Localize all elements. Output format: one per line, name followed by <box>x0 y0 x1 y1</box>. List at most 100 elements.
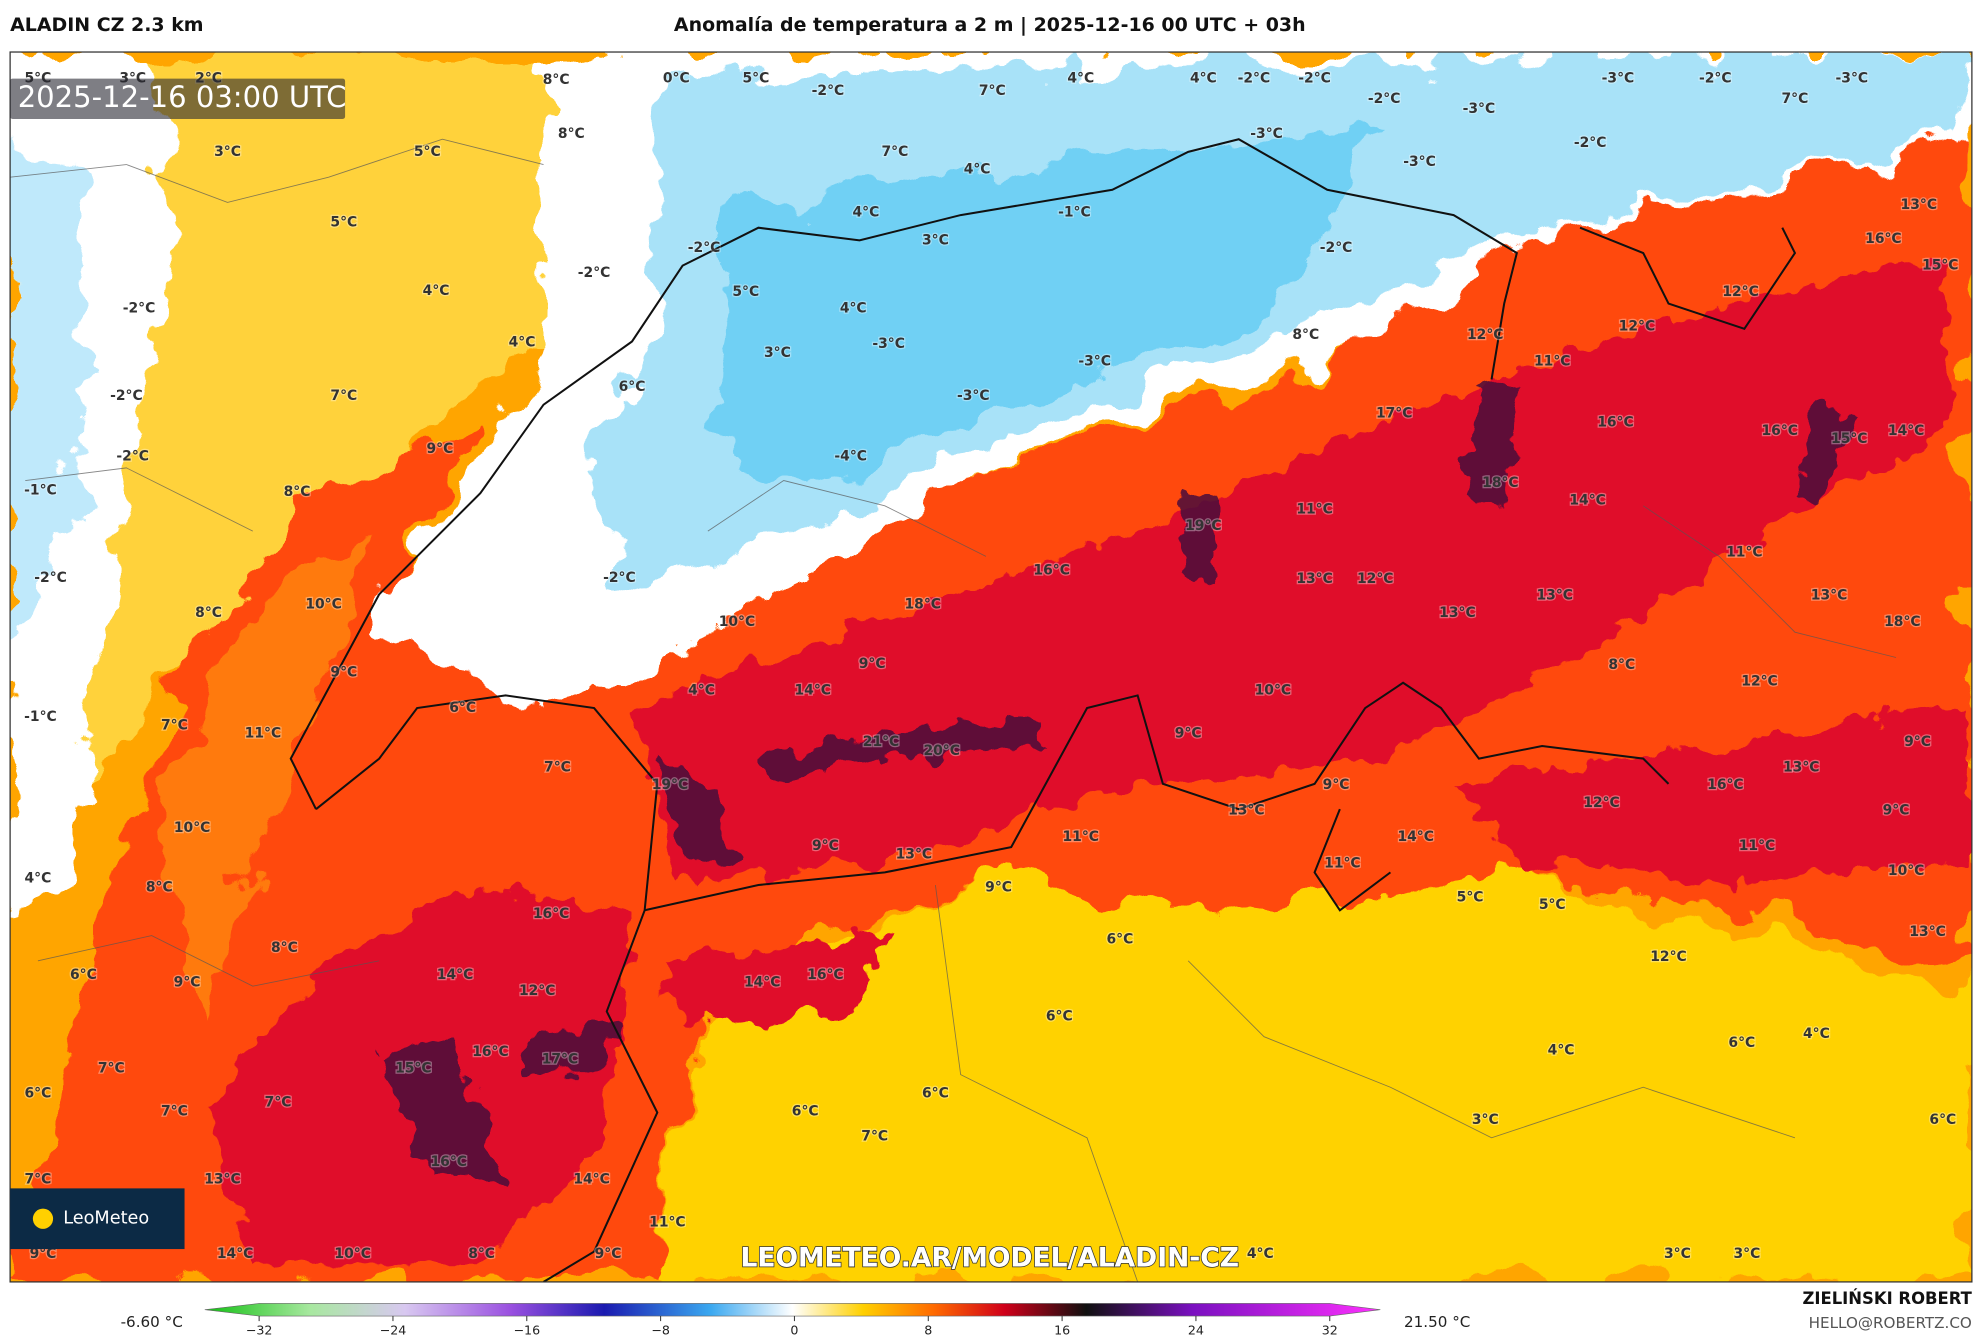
temperature-label: 5°C <box>732 284 759 300</box>
temperature-label: 13°C <box>1228 802 1264 818</box>
temperature-label: 11°C <box>649 1215 685 1231</box>
colorbar-tick-label: −8 <box>651 1323 670 1338</box>
temperature-label: 9°C <box>812 838 839 854</box>
temperature-label: 8°C <box>1292 327 1319 343</box>
temperature-label: -2°C <box>1699 71 1732 87</box>
temperature-label: 13°C <box>1439 605 1475 621</box>
logo-sun <box>32 1208 54 1229</box>
temperature-label: 16°C <box>430 1154 466 1170</box>
temperature-label: 0°C <box>663 71 690 87</box>
temperature-label: 18°C <box>1482 475 1518 491</box>
temperature-label: 12°C <box>1650 949 1686 965</box>
temperature-label: 13°C <box>1811 588 1847 604</box>
temperature-label: 13°C <box>1901 197 1937 213</box>
temperature-label: 5°C <box>1457 890 1484 906</box>
temperature-label: -2°C <box>34 570 67 586</box>
temperature-label: 14°C <box>795 682 831 698</box>
temperature-label: 9°C <box>426 441 453 457</box>
temperature-label: 6°C <box>1929 1112 1956 1128</box>
temperature-label: 6°C <box>70 967 97 983</box>
temperature-label: 7°C <box>861 1129 888 1145</box>
temperature-label: 4°C <box>25 871 52 887</box>
temperature-label: 14°C <box>573 1172 609 1188</box>
temperature-label: 6°C <box>792 1103 819 1119</box>
logo: LeoMeteo <box>63 1209 149 1229</box>
colorbar-max: 21.50 °C <box>1404 1313 1470 1331</box>
temperature-label: 9°C <box>595 1246 622 1262</box>
temperature-label: 9°C <box>1904 734 1931 750</box>
temperature-label: -2°C <box>116 449 149 465</box>
temperature-label: 10°C <box>174 820 210 836</box>
temperature-label: 3°C <box>764 345 791 361</box>
temperature-label: 6°C <box>449 700 476 716</box>
temperature-label: 10°C <box>1888 863 1924 879</box>
temperature-label: -2°C <box>123 301 156 317</box>
temperature-label: 12°C <box>1741 674 1777 690</box>
temperature-label: 5°C <box>414 144 441 160</box>
temperature-label: 4°C <box>1190 71 1217 87</box>
temperature-label: 16°C <box>533 906 569 922</box>
temperature-label: 6°C <box>25 1086 52 1102</box>
temperature-label: 19°C <box>652 777 688 793</box>
colorbar <box>204 1303 1381 1317</box>
temperature-label: 14°C <box>744 974 780 990</box>
temperature-label: 20°C <box>923 743 959 759</box>
temperature-label: 16°C <box>1597 414 1633 430</box>
temperature-label: 18°C <box>1884 614 1920 630</box>
temperature-label: 6°C <box>619 379 646 395</box>
temperature-label: 9°C <box>174 974 201 990</box>
temperature-label: 17°C <box>1376 406 1412 422</box>
temperature-label: -2°C <box>1320 240 1353 256</box>
temperature-label: 16°C <box>1707 777 1743 793</box>
temperature-label: 4°C <box>423 283 450 299</box>
colorbar-tick-label: 24 <box>1188 1323 1204 1338</box>
temperature-label: 7°C <box>1782 91 1809 107</box>
temperature-label: 5°C <box>330 215 357 231</box>
temperature-label: -2°C <box>1298 71 1331 87</box>
temperature-label: 7°C <box>882 144 909 160</box>
colorbar-tick-label: −32 <box>246 1323 273 1338</box>
temperature-label: 7°C <box>98 1060 125 1076</box>
temperature-label: 6°C <box>1107 931 1134 947</box>
temperature-label: 4°C <box>1548 1043 1575 1059</box>
timestamp-box <box>10 78 346 120</box>
temperature-label: 11°C <box>1739 838 1775 854</box>
temperature-label: 9°C <box>1175 725 1202 741</box>
temperature-label: 8°C <box>468 1246 495 1262</box>
temperature-label: 13°C <box>896 847 932 863</box>
colorbar-tick-label: −16 <box>513 1323 540 1338</box>
temperature-label: 6°C <box>1728 1035 1755 1051</box>
temperature-label: 7°C <box>330 388 357 404</box>
temperature-label: 11°C <box>245 725 281 741</box>
temperature-label: 4°C <box>1247 1246 1274 1262</box>
temperature-label: 13°C <box>1783 759 1819 775</box>
temperature-label: 14°C <box>1569 493 1605 509</box>
map-field <box>10 52 1972 1282</box>
temperature-label: -2°C <box>1238 71 1271 87</box>
colorbar-tick-label: −24 <box>380 1323 407 1338</box>
temperature-label: -3°C <box>957 388 990 404</box>
temperature-label: 15°C <box>395 1060 431 1076</box>
temperature-label: 8°C <box>543 72 570 88</box>
temperature-label: 8°C <box>271 940 298 956</box>
temperature-label: 17°C <box>542 1051 578 1067</box>
temperature-label: 3°C <box>1733 1246 1760 1262</box>
temperature-label: 11°C <box>1296 502 1332 518</box>
temperature-label: 13°C <box>1537 588 1573 604</box>
temperature-label: 4°C <box>852 205 879 221</box>
temperature-label: 12°C <box>1722 284 1758 300</box>
temperature-label: -3°C <box>1602 71 1635 87</box>
temperature-label: 3°C <box>1664 1246 1691 1262</box>
temperature-label: -1°C <box>24 483 57 499</box>
temperature-label: 14°C <box>437 967 473 983</box>
temperature-label: 4°C <box>964 162 991 178</box>
temperature-label: -2°C <box>688 240 721 256</box>
temperature-label: 12°C <box>1583 795 1619 811</box>
temperature-label: 7°C <box>265 1094 292 1110</box>
temperature-label: 10°C <box>305 596 341 612</box>
colorbar-tick-label: 16 <box>1054 1323 1070 1338</box>
colorbar-min: -6.60 °C <box>121 1313 183 1331</box>
temperature-label: -2°C <box>812 83 845 99</box>
temperature-label: 10°C <box>1255 682 1291 698</box>
